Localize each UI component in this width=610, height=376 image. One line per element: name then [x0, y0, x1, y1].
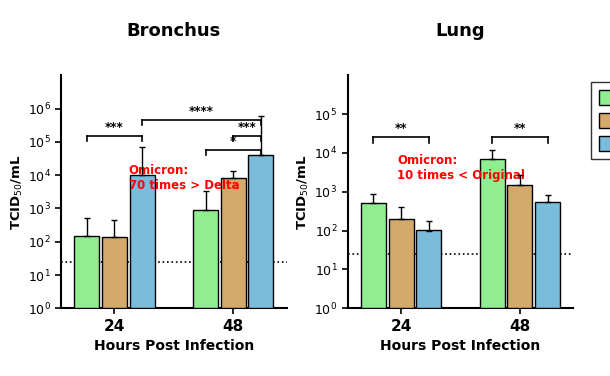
Bar [102, 237, 127, 308]
Bar [221, 178, 246, 308]
Text: ***: *** [238, 121, 256, 134]
Title: Lung: Lung [436, 22, 486, 40]
Bar [74, 236, 99, 308]
Text: **: ** [514, 122, 526, 135]
Bar [479, 159, 504, 308]
Bar [417, 230, 442, 308]
Text: ***: *** [105, 121, 124, 134]
Bar [361, 203, 386, 308]
Y-axis label: TCID$_{50}$/mL: TCID$_{50}$/mL [296, 154, 312, 230]
Text: ****: **** [189, 105, 214, 118]
Text: *: * [230, 135, 236, 149]
X-axis label: Hours Post Infection: Hours Post Infection [381, 339, 540, 353]
X-axis label: Hours Post Infection: Hours Post Infection [94, 339, 254, 353]
Bar [535, 202, 560, 308]
Text: **: ** [395, 122, 407, 135]
Text: Omicron:
10 times < Original: Omicron: 10 times < Original [397, 155, 525, 182]
Bar [248, 155, 273, 308]
Bar [130, 175, 155, 308]
Legend: Original, Delta, Omicron: Original, Delta, Omicron [591, 82, 610, 159]
Bar [508, 185, 533, 308]
Text: Omicron:
70 times > Delta: Omicron: 70 times > Delta [129, 164, 239, 192]
Y-axis label: TCID$_{50}$/mL: TCID$_{50}$/mL [10, 154, 25, 230]
Title: Bronchus: Bronchus [127, 22, 221, 40]
Bar [389, 219, 414, 308]
Bar [193, 210, 218, 308]
